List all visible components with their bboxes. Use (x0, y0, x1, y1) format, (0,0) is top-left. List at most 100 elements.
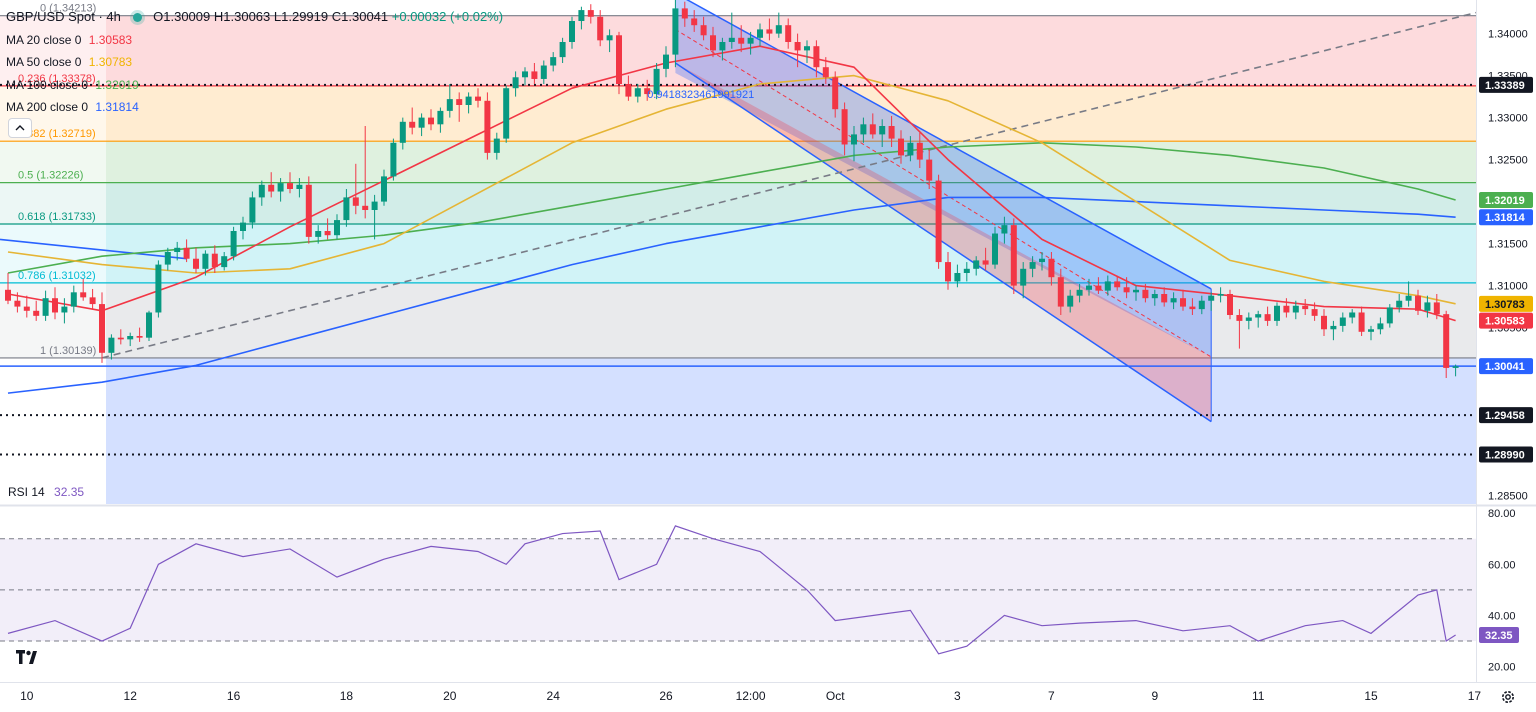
fib-extension-band (106, 357, 1476, 504)
candle-body (1396, 300, 1403, 308)
candle-body (1142, 289, 1149, 299)
candle-body (409, 121, 416, 128)
candle-body (108, 337, 115, 353)
candle-body (1415, 295, 1421, 311)
candle-body (869, 124, 876, 135)
candle-body (1349, 312, 1356, 318)
candle-body (1217, 294, 1224, 296)
candle-body (296, 184, 303, 189)
ma200-line (7, 196, 1456, 394)
candle-body (305, 184, 312, 237)
fib-band (106, 182, 1476, 225)
candle-body (1424, 302, 1431, 311)
candle-body (1358, 312, 1365, 332)
candle-body (258, 184, 265, 198)
candle-body (193, 258, 199, 269)
tradingview-logo-icon (16, 650, 37, 664)
candle-body (1368, 329, 1374, 332)
candle-body (202, 253, 209, 269)
candle-body (418, 117, 425, 128)
candle-body (70, 292, 77, 307)
candle-body (315, 231, 322, 237)
candle-body (719, 42, 726, 51)
candle-body (475, 96, 481, 101)
ma100-legend[interactable]: MA 100 close 0 1.32019 (6, 74, 503, 97)
candle-body (522, 71, 528, 78)
legend-collapse-button[interactable] (8, 118, 32, 138)
candle-body (1292, 305, 1299, 313)
candle-body (183, 247, 190, 259)
candle-body (606, 35, 613, 41)
candle-body (1029, 262, 1036, 269)
settings-gear-icon[interactable] (1500, 689, 1516, 705)
price-badge (1479, 295, 1533, 312)
candle-body (221, 256, 228, 268)
ma50-legend[interactable]: MA 50 close 0 1.30783 (6, 51, 503, 74)
ma20-label: MA 20 close 0 (6, 32, 82, 47)
rsi-legend[interactable]: RSI 14 32.35 (8, 485, 84, 499)
candle-body (616, 35, 622, 84)
candle-body (1170, 298, 1177, 303)
candle-body (747, 37, 754, 44)
candle-body (1151, 294, 1158, 299)
ma20-legend[interactable]: MA 20 close 0 1.30583 (6, 29, 503, 52)
candle-body (240, 222, 246, 231)
fib-band-left (0, 141, 106, 183)
candle-body (456, 99, 463, 105)
candle-body (1133, 289, 1139, 293)
candle-body (1283, 305, 1290, 313)
candle-body (1208, 295, 1215, 301)
fib-level-label: 0.236 (1.33378) (18, 73, 96, 85)
channel-ratio-label: 0.9418323461991921 (647, 89, 754, 101)
fib-band-left (0, 15, 106, 86)
candle-body (550, 57, 557, 66)
rsi-value-text: 32.35 (54, 485, 85, 499)
candle-body (1095, 285, 1102, 291)
candle-body (1321, 315, 1327, 330)
time-axis-tick: Oct (826, 689, 845, 703)
ohlc-change: +0.00032 (+0.02%) (391, 9, 504, 24)
candle-body (1189, 306, 1196, 310)
candle-body (587, 10, 594, 17)
candle-body (1161, 294, 1168, 303)
candle-body (1311, 309, 1318, 316)
candle-body (907, 142, 914, 156)
price-axis-tick: 1.32500 (1488, 155, 1528, 167)
ohlc-open: O1.30009 (153, 9, 211, 24)
candle-body (1104, 281, 1111, 291)
ma50-value: 1.30783 (88, 55, 133, 69)
candle-body (757, 29, 763, 38)
price-badge-label: 1.32019 (1485, 195, 1525, 207)
candle-body (738, 37, 745, 44)
ma200-label: MA 200 close 0 (6, 100, 89, 114)
symbol-title[interactable]: GBP/USD Spot · 4h (6, 9, 121, 24)
rsi-label: RSI 14 (8, 485, 45, 499)
candle-body (1067, 295, 1074, 307)
candle-body (1123, 287, 1130, 293)
price-badge-label: 1.29458 (1485, 410, 1525, 422)
channel-upper-line (686, 0, 1212, 290)
price-axis-tick: 1.34000 (1488, 29, 1528, 41)
candle-body (334, 220, 340, 236)
candle-body (428, 117, 434, 125)
price-badge (1479, 407, 1533, 424)
candle-body (230, 231, 237, 257)
candle-body (437, 110, 444, 125)
time-axis-tick: 12 (124, 689, 138, 703)
candle-body (99, 304, 105, 353)
candle-body (644, 88, 651, 95)
candle-body (973, 260, 980, 269)
candle-body (465, 96, 472, 105)
candle-body (1452, 366, 1459, 368)
market-status-icon (132, 13, 142, 22)
candle-body (681, 8, 688, 19)
price-badge (1479, 209, 1533, 226)
ma200-legend[interactable]: MA 200 close 0 1.31814 (6, 96, 503, 119)
fib-level-label: 0 (1.34213) (40, 3, 96, 15)
candle-body (945, 262, 951, 282)
fib-level-label: 0.5 (1.32226) (18, 170, 83, 182)
ma100-line (7, 142, 1456, 274)
candle-body (700, 25, 707, 36)
channel-lower-line (674, 62, 1212, 423)
